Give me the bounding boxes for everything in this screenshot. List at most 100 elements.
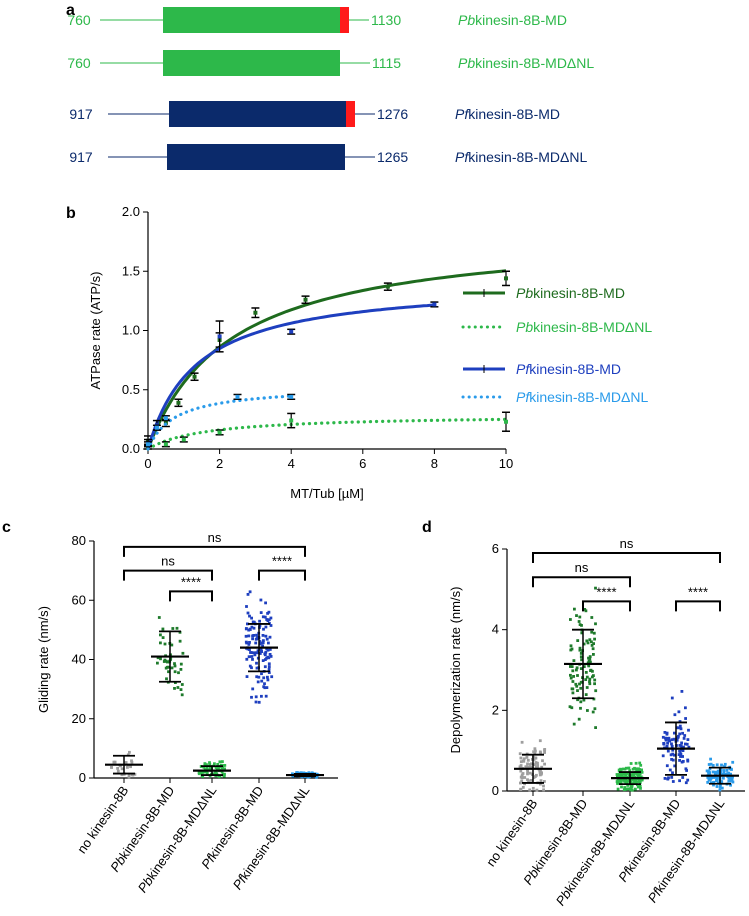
label-species: Pb [516,319,533,335]
data-dot [522,760,525,763]
data-dot [116,767,119,770]
category-1: Pbkinesin-8B-MD [520,587,602,888]
data-dot [257,681,260,684]
data-dot [526,778,529,781]
significance-bracket: **** [583,584,630,611]
data-dot [617,788,620,791]
fit-curve [148,419,506,449]
label-construct: kinesin-8B-MD [529,361,621,377]
data-dot [620,786,623,789]
data-dot [520,757,523,760]
legend-label: Pbkinesin-8B-MDΔNL [516,319,652,335]
data-point [216,430,224,435]
panel-label-d: d [422,519,432,536]
bracket-line [676,601,720,611]
data-dot [686,760,689,763]
x-tick-label: 0 [144,456,151,471]
depolymerization-chart: 0 2 4 6 Depolymerization rate (nm/s) no kines… [448,536,745,908]
data-dot [578,683,581,686]
data-dot [526,756,529,759]
panel-b: b 0.00.51.01.52.00 2 4 6 8 10MT/Tub [µM]ATPas… [66,204,652,501]
data-point [502,412,510,431]
data-dot [158,616,161,619]
data-dot [573,608,576,611]
data-dot [664,731,667,734]
data-dot [592,642,595,645]
data-dot [265,618,268,621]
data-dot [712,771,715,774]
data-dot [723,772,726,775]
point-marker [176,401,180,405]
x-tick-label: 10 [499,456,513,471]
significance-bracket: **** [676,584,720,611]
data-dot [572,692,575,695]
neck-linker-segment [346,101,355,127]
data-dot [535,774,538,777]
data-dot [249,651,252,654]
label-species: Pb [458,12,475,28]
data-dot [671,745,674,748]
data-dot [572,680,575,683]
data-dot [635,762,638,765]
data-dot [248,615,251,618]
data-dot [198,772,201,775]
data-dot [629,787,632,790]
data-dot [254,642,257,645]
y-tick-label: 0 [79,770,86,785]
data-dot [578,620,581,623]
data-dot [255,695,258,698]
point-marker [289,395,293,399]
gliding-chart: 020406080Gliding rate (nm/s)no kinesin-8… [36,530,338,895]
data-dot [249,628,252,631]
data-dot [662,736,665,739]
panel-c: c 020406080Gliding rate (nm/s)no kinesin… [2,519,338,895]
construct-start-residue: 760 [67,12,91,28]
data-dot [569,674,572,677]
data-dot [528,789,531,792]
data-dot [670,743,673,746]
data-dot [573,659,576,662]
data-dot [522,786,525,789]
data-dot [180,668,183,671]
category-4: Pfkinesin-8B-MDΔNL [230,771,324,892]
data-dot [268,662,271,665]
construct-row: 917 1265 Pfkinesin-8B-MDΔNL [69,144,587,170]
label-species: Pb [516,285,533,301]
point-marker [289,419,293,423]
data-dot [165,667,168,670]
y-tick-label: 6 [492,541,499,556]
data-dot [571,669,574,672]
bracket-line [533,553,720,563]
data-dot [592,674,595,677]
data-dot [593,638,596,641]
data-dot [571,687,574,690]
data-dot [171,627,174,630]
data-dot [542,785,545,788]
data-dot [269,636,272,639]
data-dot [541,759,544,762]
data-dot [626,787,629,790]
data-dot [264,616,267,619]
data-dot [590,631,593,634]
data-dot [671,697,674,700]
label-construct: kinesin-8B-MDΔNL [529,389,648,405]
label-construct: kinesin-8B-MD [468,106,560,122]
data-dot [671,771,674,774]
data-dot [245,658,248,661]
series-3: Pfkinesin-8B-MDΔNL [144,389,648,449]
data-dot [247,593,250,596]
data-dot [634,788,637,791]
data-dot [527,759,530,762]
data-dot [569,665,572,668]
data-dot [250,696,253,699]
data-dot [260,672,263,675]
data-dot [251,655,254,658]
data-dot [164,659,167,662]
data-dot [578,718,581,721]
data-dot [572,675,575,678]
data-dot [543,763,546,766]
data-dot [707,772,710,775]
y-axis-label: Depolymerization rate (nm/s) [448,587,463,754]
data-dot [253,627,256,630]
data-dot [540,779,543,782]
